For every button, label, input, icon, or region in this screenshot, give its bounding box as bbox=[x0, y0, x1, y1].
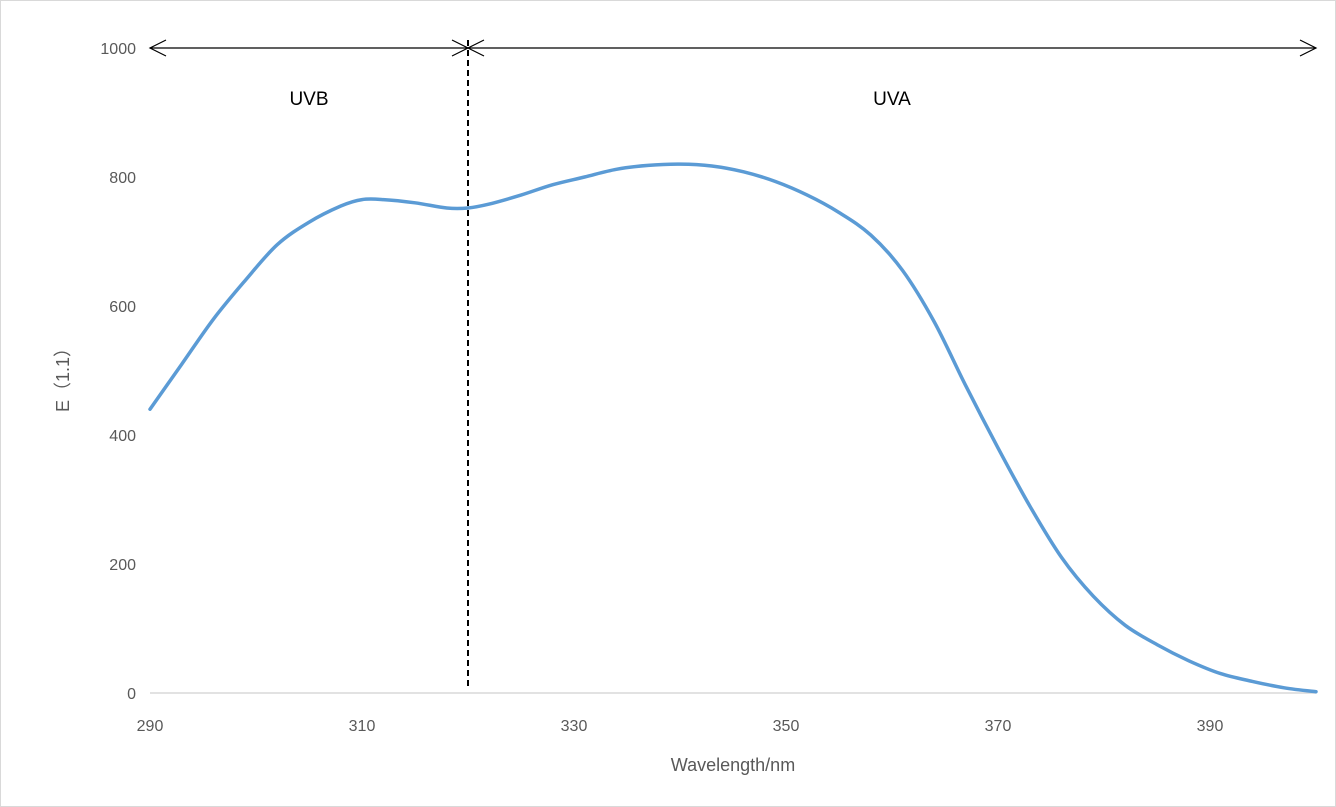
y-tick-label: 800 bbox=[109, 170, 136, 187]
region-label-uva: UVA bbox=[873, 89, 911, 110]
x-tick-label: 330 bbox=[561, 718, 588, 735]
spectrum-series-line bbox=[148, 162, 1318, 694]
x-tick-label: 350 bbox=[773, 718, 800, 735]
tick-labels: 290 310 330 350 370 390 0 200 400 600 800 1000 bbox=[100, 41, 1223, 735]
region-label-uvb: UVB bbox=[289, 89, 328, 110]
y-tick-label: 400 bbox=[109, 428, 136, 445]
y-tick-label: 1000 bbox=[100, 41, 136, 58]
y-tick-label: 600 bbox=[109, 299, 136, 316]
x-tick-label: 390 bbox=[1197, 718, 1224, 735]
y-tick-label: 200 bbox=[109, 557, 136, 574]
x-tick-label: 290 bbox=[137, 718, 164, 735]
region-annotations: UVB UVA bbox=[148, 39, 1318, 689]
series bbox=[148, 162, 1318, 694]
x-tick-label: 310 bbox=[349, 718, 376, 735]
arrowhead-right bbox=[1299, 39, 1318, 57]
x-tick-label: 370 bbox=[985, 718, 1012, 735]
arrowhead-left bbox=[466, 39, 485, 57]
x-axis-title: Wavelength/nm bbox=[671, 755, 795, 775]
arrowhead-left bbox=[148, 39, 167, 57]
y-axis-title: E（1.1） bbox=[53, 339, 73, 412]
y-tick-label: 0 bbox=[127, 686, 136, 703]
